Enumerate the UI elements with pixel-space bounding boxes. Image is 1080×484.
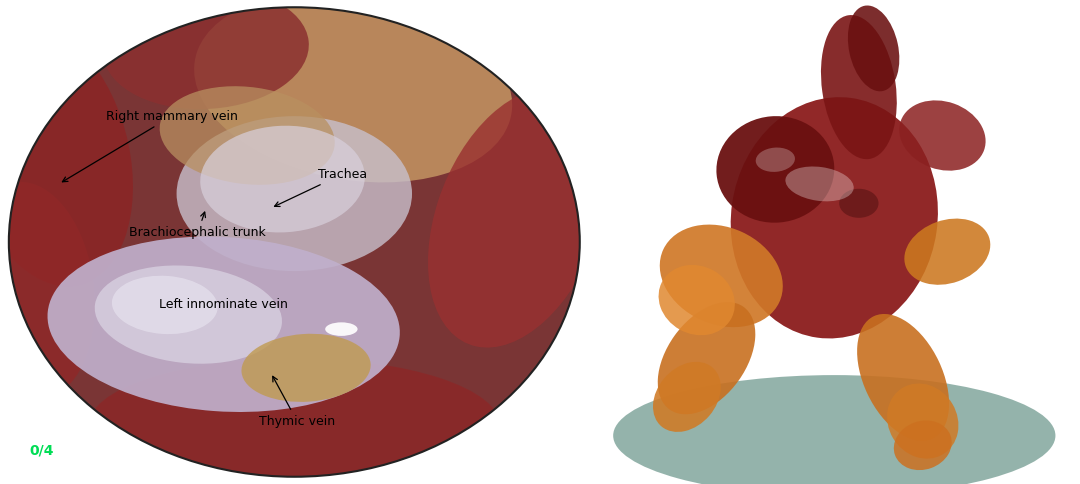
Ellipse shape (756, 148, 795, 172)
Ellipse shape (904, 219, 990, 285)
Ellipse shape (894, 421, 951, 470)
Ellipse shape (0, 182, 95, 399)
Ellipse shape (785, 166, 853, 201)
Ellipse shape (200, 126, 365, 232)
Ellipse shape (89, 358, 500, 484)
Ellipse shape (653, 362, 720, 432)
Ellipse shape (660, 225, 783, 327)
Text: Right mammary vein: Right mammary vein (63, 110, 238, 182)
Ellipse shape (0, 23, 133, 287)
Ellipse shape (858, 314, 949, 441)
Ellipse shape (848, 5, 900, 91)
Ellipse shape (176, 116, 413, 271)
Ellipse shape (48, 237, 400, 412)
Polygon shape (9, 7, 580, 477)
Ellipse shape (658, 302, 755, 414)
Ellipse shape (428, 88, 608, 348)
Text: 0/4: 0/4 (29, 444, 54, 458)
Ellipse shape (242, 334, 370, 402)
Ellipse shape (95, 266, 282, 363)
Ellipse shape (112, 276, 218, 334)
Ellipse shape (716, 116, 834, 223)
Ellipse shape (194, 0, 512, 182)
Ellipse shape (839, 189, 878, 218)
Text: B: B (604, 24, 624, 52)
Ellipse shape (731, 97, 937, 338)
Ellipse shape (160, 86, 335, 185)
Text: Trachea: Trachea (274, 168, 367, 207)
Ellipse shape (325, 322, 357, 336)
Ellipse shape (659, 265, 734, 335)
Ellipse shape (887, 383, 958, 459)
Ellipse shape (613, 375, 1055, 484)
Text: Left innominate vein: Left innominate vein (159, 299, 287, 311)
Text: Thymic vein: Thymic vein (259, 377, 335, 427)
Text: Brachiocephalic trunk: Brachiocephalic trunk (130, 212, 267, 239)
Ellipse shape (900, 100, 986, 171)
Circle shape (9, 7, 580, 477)
Ellipse shape (821, 15, 896, 159)
Text: A: A (17, 24, 39, 52)
Ellipse shape (104, 0, 309, 109)
